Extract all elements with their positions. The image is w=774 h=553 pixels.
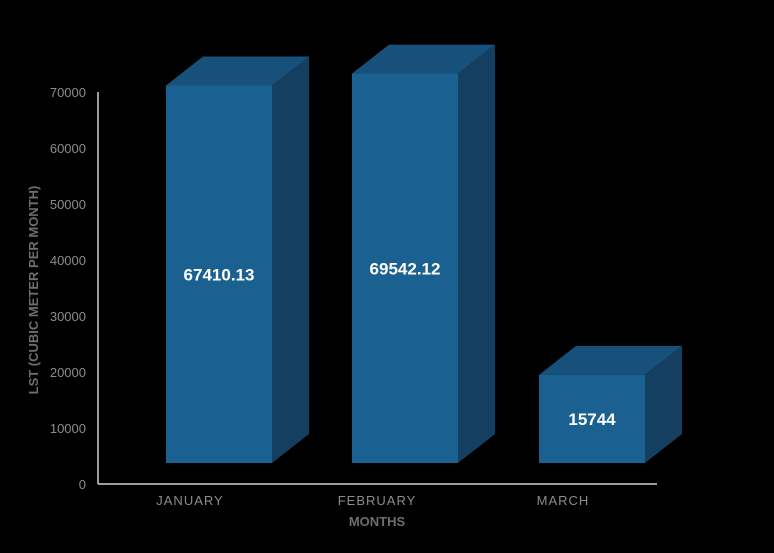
bar-data-label: 69542.12 <box>370 259 441 278</box>
bar-front-face <box>166 85 272 464</box>
y-tick-label: 70000 <box>50 85 86 100</box>
y-tick-label: 20000 <box>50 365 86 380</box>
axes <box>97 92 657 485</box>
x-category-label: JANUARY <box>156 493 223 508</box>
x-category-label: MARCH <box>537 493 590 508</box>
bar-january: 67410.13 <box>166 56 309 464</box>
bar-side-face <box>272 56 309 464</box>
x-axis-title: MONTHS <box>349 514 406 529</box>
x-category-label: FEBRUARY <box>338 493 417 508</box>
bar-top-face <box>352 44 495 74</box>
y-tick-label: 10000 <box>50 421 86 436</box>
bar-side-face <box>645 345 682 463</box>
y-tick-label: 0 <box>79 477 86 492</box>
y-tick-label: 50000 <box>50 197 86 212</box>
bars: 67410.13 69542.12 15744 <box>166 44 682 464</box>
bar-side-face <box>458 44 495 464</box>
bar-data-label: 15744 <box>568 410 616 429</box>
bar-top-face <box>166 56 309 86</box>
bar-front-face <box>539 374 645 463</box>
bar-top-face <box>539 345 682 375</box>
y-tick-label: 60000 <box>50 141 86 156</box>
bar-front-face <box>352 73 458 464</box>
x-axis-category-labels: JANUARY FEBRUARY MARCH <box>156 493 590 508</box>
bar-data-label: 67410.13 <box>184 265 255 284</box>
y-tick-label: 40000 <box>50 253 86 268</box>
y-axis-ticks: 0 10000 20000 30000 40000 50000 60000 70000 <box>50 85 86 492</box>
bar-february: 69542.12 <box>352 44 495 464</box>
y-axis-title: LST (CUBIC METER PER MONTH) <box>26 186 41 395</box>
bar-march: 15744 <box>539 345 682 463</box>
y-tick-label: 30000 <box>50 309 86 324</box>
